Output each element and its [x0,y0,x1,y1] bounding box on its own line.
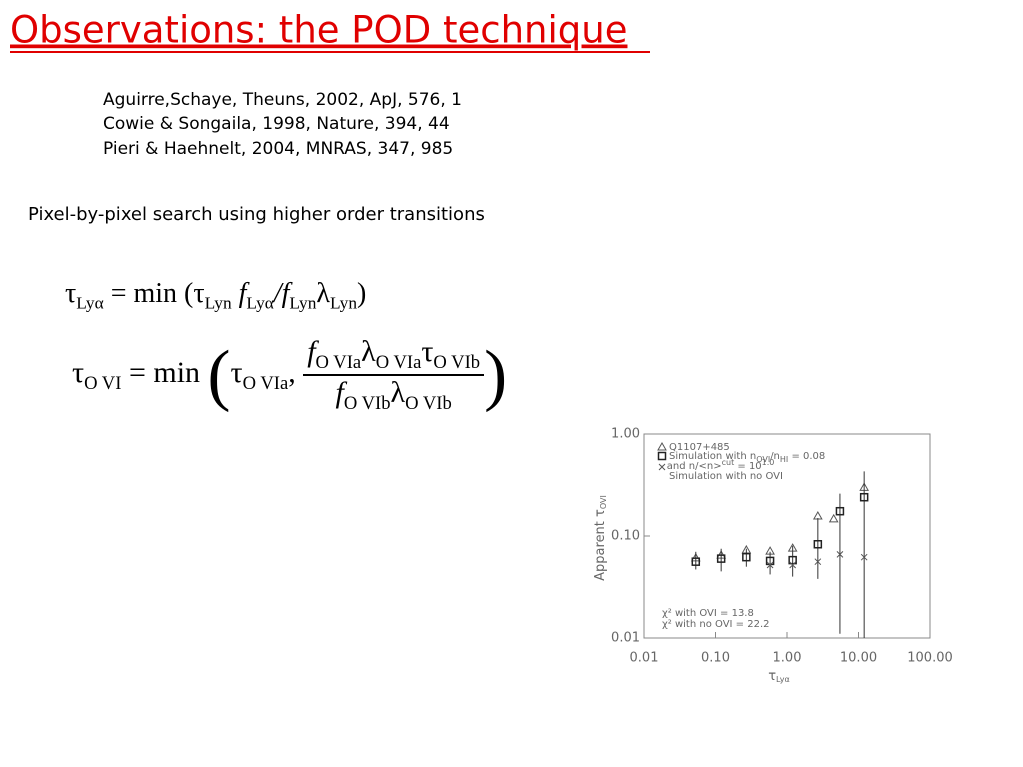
x-tick-label: 0.01 [630,651,659,666]
reference: Pieri & Haehnelt, 2004, MNRAS, 347, 985 [103,139,453,159]
y-tick-label: 1.00 [611,427,640,442]
cross-marker [766,561,774,569]
f-paren: ) [484,336,508,413]
y-axis-label-part: Apparent τ [593,509,608,581]
legend-note-part: 1.0 [762,458,775,467]
f-sym: = min [128,355,201,389]
f-sym: /f [273,278,290,309]
triangle-marker [828,513,839,523]
f-sub: O VIb [405,393,452,414]
annotation: χ² with OVI = 13.8 [662,608,754,619]
legend-entry: Simulation with nOVI/nHI = 0.08 [669,451,825,464]
square-marker [691,557,701,566]
cross-marker [836,551,844,558]
legend-entry-part: Q1107+485 [669,442,730,453]
title: Observations: the POD technique [10,9,627,52]
y-tick-label: 0.01 [611,631,640,646]
denominator: fO VIbλO VIb [303,376,484,415]
f-sym: f [335,376,344,409]
f-sub: Lyn [289,293,317,313]
reference: Aguirre,Schaye, Theuns, 2002, ApJ, 576, … [103,90,462,110]
legend-entry-part: HI [780,455,788,464]
legend-entry-part: Simulation with no OVI [669,471,783,482]
cross-marker [814,558,822,566]
legend-note-part: - and n/<n> [660,461,722,472]
legend-marker [658,463,666,471]
numerator: fO VIaλO VIaτO VIb [303,335,485,376]
x-tick-label: 0.10 [701,651,730,666]
annotation: χ² with no OVI = 22.2 [662,619,769,630]
f-sym: λ [316,278,330,309]
x-axis-label: τLyα [768,669,790,684]
f-sub: Lyα [76,293,104,313]
f-sym: = min (τ [110,278,205,309]
f-sub: O VIb [433,352,481,373]
y-tick-label: 0.10 [611,529,640,544]
legend-marker [657,441,667,451]
formula: τLyα = min (τLyn fLyα/fLynλLyn) [65,278,366,314]
body-text: Pixel-by-pixel search using higher order… [28,204,485,225]
f-sym: , [288,355,296,389]
legend-entry: Q1107+485 [669,442,730,453]
f-sym: τ [65,278,77,309]
legend-note-part: cut [722,458,735,467]
f-sub: Lyn [204,293,232,313]
square-marker [859,492,869,502]
f-sym: ) [357,278,367,309]
f-sym: λ [390,376,406,409]
f-sub: O VIa [315,352,362,373]
x-tick-label: 10.00 [840,651,877,666]
legend-note: - and n/<n>cut = 101.0 [660,458,774,473]
f-sub: Lyα [246,293,274,313]
fraction: fO VIaλO VIaτO VIb fO VIbλO VIb [303,335,485,415]
f-paren: ( [207,336,231,413]
y-axis-label: Apparent τOVI [593,495,608,581]
f-sub: O VIa [242,372,289,394]
f-sub: O VIa [375,352,422,373]
square-marker [716,554,726,563]
legend-entry-part: Simulation with n [669,451,756,462]
f-sub: Lyn [330,293,358,313]
f-sub: O VIb [343,393,391,414]
legend-marker [657,451,667,461]
f-sym: f [307,335,316,368]
legend-entry-part: OVI [756,455,770,464]
formula: τO VI = min (τO VIa, fO VIaλO VIaτO VIb … [72,335,507,415]
x-tick-label: 100.00 [907,651,953,666]
x-tick-label: 1.00 [773,651,802,666]
legend-note-part: = 10 [734,461,761,472]
f-sym: f [238,278,247,309]
square-marker [835,506,845,516]
legend-entry-part: = 0.08 [788,451,825,462]
f-sym: τ [421,335,434,368]
f-sub: O VI [84,372,122,394]
cross-marker [789,561,797,569]
f-sym: τ [72,355,85,389]
y-axis-label-part: OVI [599,495,608,509]
legend-entry-part: /n [770,451,780,462]
chart: 0.01 0.10 1.00 10.00 100.00 0.01 0.10 1.00 τLyα A… [593,427,953,684]
square-marker [813,540,823,549]
triangle-marker [812,511,823,520]
cross-marker [860,553,868,561]
x-axis-label-part: Lyα [776,675,790,684]
square-marker [788,555,797,565]
x-axis-label-part: τ [768,669,776,684]
f-sym: τ [230,355,243,389]
f-sym: λ [361,335,376,368]
legend-entry: Simulation with no OVI [669,471,783,482]
reference: Cowie & Songaila, 1998, Nature, 394, 44 [103,114,450,134]
square-marker [742,552,751,562]
